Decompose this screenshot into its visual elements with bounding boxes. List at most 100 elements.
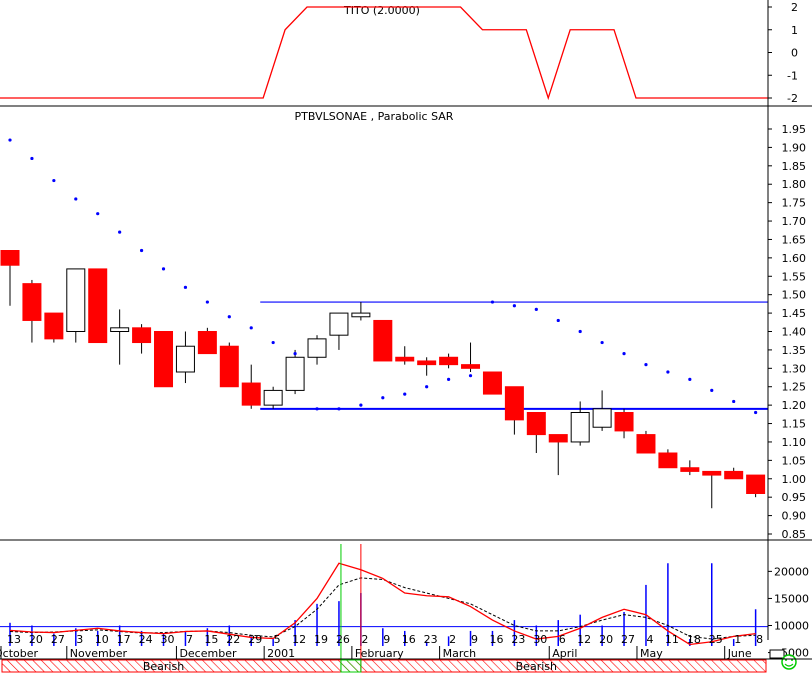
x-tick-label: 2 [449, 633, 456, 646]
sar-dot [183, 285, 188, 289]
candle-body [175, 345, 195, 373]
candle-body [241, 382, 261, 406]
price-tick-label: 1.50 [782, 289, 807, 302]
sar-dot [447, 377, 451, 381]
candle-body [66, 268, 86, 332]
x-month-label: 2001 [267, 647, 295, 660]
price-tick-label: 1.65 [782, 233, 807, 246]
x-tick-label: 6 [559, 633, 566, 646]
sar-dot [425, 385, 429, 389]
x-tick-label: 1 [734, 633, 741, 646]
x-tick-label: 8 [756, 633, 763, 646]
sar-dot [600, 340, 604, 345]
sar-dot [249, 326, 253, 330]
x-tick-label: 10 [95, 633, 109, 646]
sar-dot [161, 267, 166, 271]
x-tick-label: 3 [76, 633, 83, 646]
x-tick-label: 12 [577, 633, 591, 646]
x-tick-label: 23 [511, 633, 525, 646]
candle-body [263, 389, 283, 406]
x-tick-label: 16 [489, 633, 503, 646]
x-month-label: April [552, 647, 577, 660]
x-tick-label: 15 [204, 633, 218, 646]
candle-body [154, 331, 174, 388]
price-tick-label: 1.80 [782, 178, 807, 191]
x-tick-label: 2 [361, 633, 368, 646]
x-tick-label: 24 [139, 633, 153, 646]
tito-tick-label: -1 [787, 69, 798, 82]
candle-body [307, 338, 327, 358]
sar-dot [337, 407, 341, 411]
sar-dot [315, 407, 319, 411]
x-month-label: December [179, 647, 237, 660]
candle-body [22, 283, 42, 321]
candle-body [746, 474, 766, 495]
candle-body [614, 412, 634, 432]
sar-dot [118, 230, 122, 234]
sar-dot [403, 392, 407, 396]
price-tick-label: 0.90 [782, 510, 807, 523]
price-tick-label: 1.75 [782, 197, 807, 210]
sar-dot [359, 403, 363, 407]
price-tick-label: 1.10 [782, 436, 807, 449]
x-tick-label: 5 [274, 633, 281, 646]
band-label: Bearish [143, 660, 184, 673]
volume-ma-line [9, 562, 756, 646]
x-tick-label: 19 [314, 633, 328, 646]
price-tick-label: 1.20 [782, 399, 807, 412]
x-month-label: March [443, 647, 477, 660]
price-tick-label: 1.15 [782, 418, 807, 431]
sar-dot [578, 329, 582, 334]
price-tick-label: 1.70 [782, 215, 807, 228]
candle-body [132, 327, 152, 344]
x-tick-label: 4 [646, 633, 653, 646]
price-tick-label: 1.45 [782, 307, 807, 320]
sar-dot [754, 410, 758, 415]
candle-body [417, 360, 437, 366]
x-month-label: June [727, 647, 752, 660]
candle-body [482, 371, 502, 395]
candle-body [395, 356, 415, 362]
x-tick-label: 25 [709, 633, 723, 646]
candle-body [351, 312, 371, 318]
price-title: PTBVLSONAE , Parabolic SAR [295, 110, 454, 123]
candle-body [526, 412, 546, 436]
price-tick-label: 1.95 [782, 123, 807, 136]
legend-box [769, 649, 785, 659]
candle-body [461, 364, 481, 369]
sar-dot [622, 351, 626, 356]
tito-tick-label: 2 [791, 1, 798, 14]
x-month-label: November [70, 647, 128, 660]
x-tick-label: 22 [226, 633, 240, 646]
x-tick-label: 9 [471, 633, 478, 646]
candle-body [219, 345, 239, 388]
bearish-band [1, 659, 767, 673]
x-tick-label: 27 [621, 633, 635, 646]
price-tick-label: 1.40 [782, 326, 807, 339]
x-tick-label: 27 [51, 633, 65, 646]
candle-body [548, 434, 568, 443]
x-tick-label: 29 [248, 633, 262, 646]
sar-dot [271, 340, 275, 345]
x-tick-label: 9 [383, 633, 390, 646]
x-tick-label: 30 [533, 633, 547, 646]
price-tick-label: 1.60 [782, 252, 807, 265]
band-label: Bearish [516, 660, 557, 673]
volume-tick-label: 10000 [774, 620, 809, 633]
tito-tick-label: 1 [791, 24, 798, 37]
sar-dot [293, 351, 297, 356]
sar-dot [468, 374, 473, 378]
candle-body [570, 412, 590, 443]
volume-tick-label: 20000 [774, 565, 809, 578]
candle-body [592, 408, 612, 428]
bullish-band [340, 659, 362, 673]
x-tick-label: 11 [665, 633, 679, 646]
price-tick-label: 1.25 [782, 381, 807, 394]
candle-body [197, 331, 217, 355]
sar-dot [732, 399, 736, 404]
tito-title: TITO (2.0000) [343, 4, 420, 17]
price-tick-label: 1.85 [782, 160, 807, 173]
sar-dot [512, 304, 516, 308]
x-tick-label: 18 [687, 633, 701, 646]
